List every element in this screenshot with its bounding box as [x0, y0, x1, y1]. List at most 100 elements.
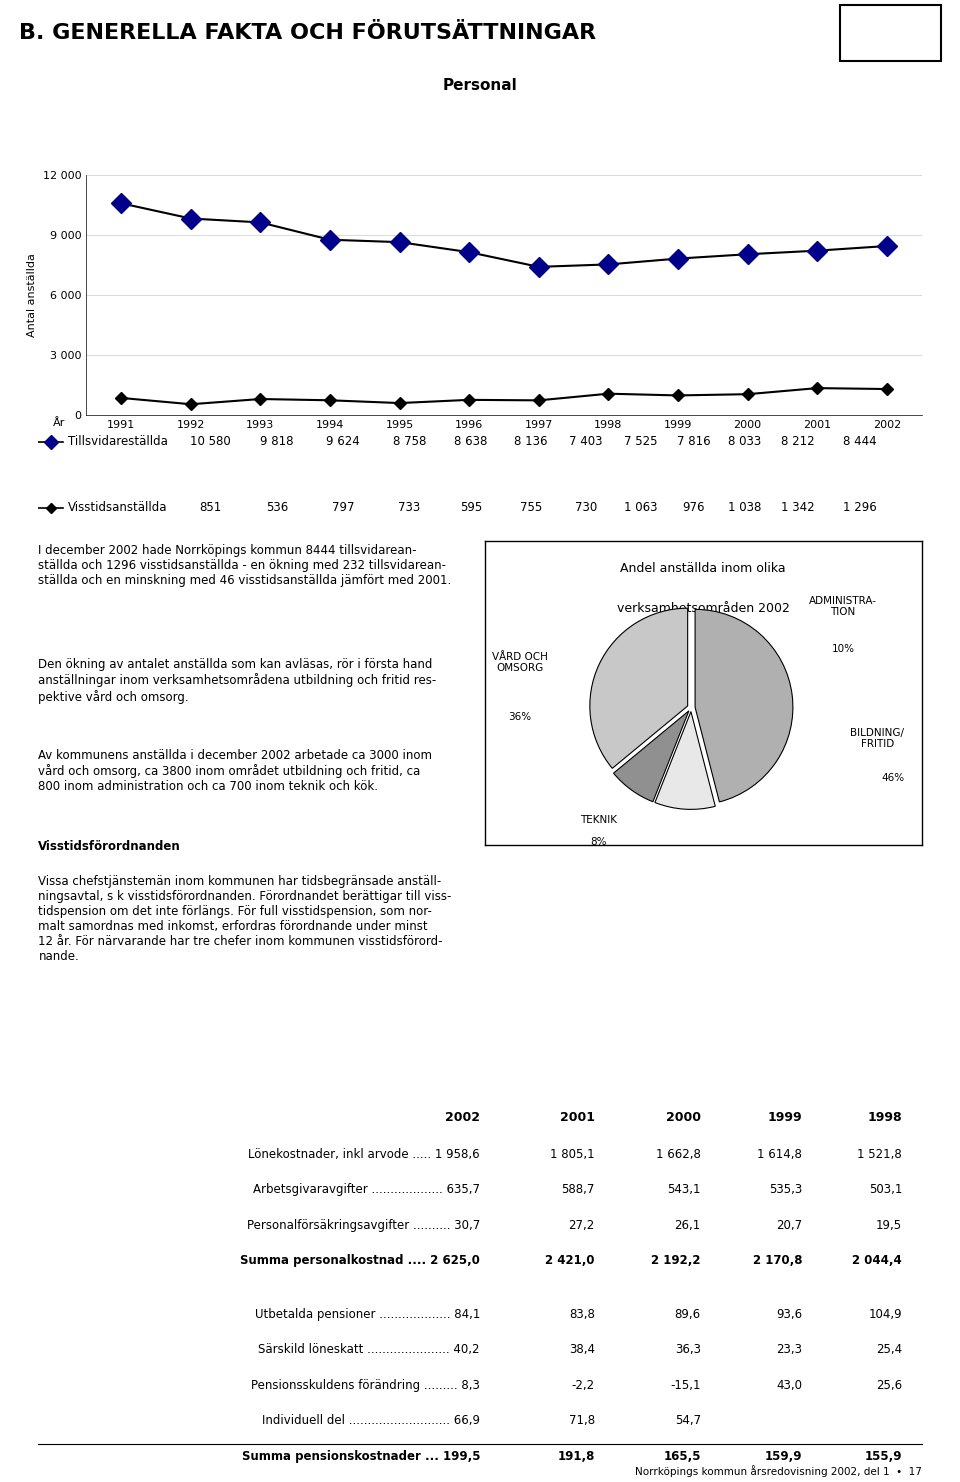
Text: 503,1: 503,1	[869, 1183, 902, 1196]
Text: Summa personalkostnad .... 2 625,0: Summa personalkostnad .... 2 625,0	[240, 1254, 480, 1267]
Text: 8 638: 8 638	[454, 436, 488, 448]
Text: 46%: 46%	[881, 774, 904, 782]
Text: 1 296: 1 296	[843, 501, 876, 514]
Text: 165,5: 165,5	[663, 1449, 701, 1463]
Text: 8%: 8%	[590, 837, 607, 846]
Text: 27,2: 27,2	[568, 1218, 595, 1232]
Text: Av kommunens anställda i december 2002 arbetade ca 3000 inom
vård och omsorg, ca: Av kommunens anställda i december 2002 a…	[38, 750, 432, 793]
Text: 2 044,4: 2 044,4	[852, 1254, 902, 1267]
Wedge shape	[613, 711, 689, 802]
Text: 7 403: 7 403	[569, 436, 603, 448]
Text: 2 170,8: 2 170,8	[753, 1254, 803, 1267]
Text: 976: 976	[683, 501, 705, 514]
Text: 93,6: 93,6	[777, 1307, 803, 1320]
Text: 730: 730	[575, 501, 597, 514]
Text: 1 805,1: 1 805,1	[550, 1149, 595, 1160]
Text: 543,1: 543,1	[667, 1183, 701, 1196]
Text: 23,3: 23,3	[777, 1343, 803, 1356]
Text: 8 033: 8 033	[729, 436, 761, 448]
Text: 1 614,8: 1 614,8	[757, 1149, 803, 1160]
Text: PERSONALKOSTNADER, MKR: PERSONALKOSTNADER, MKR	[357, 1073, 603, 1088]
Text: Särskild löneskatt ...................... 40,2: Särskild löneskatt .....................…	[258, 1343, 480, 1356]
Text: 536: 536	[266, 501, 288, 514]
Text: 1 662,8: 1 662,8	[656, 1149, 701, 1160]
Text: 83,8: 83,8	[569, 1307, 595, 1320]
Text: Lönekostnader, inkl arvode ..... 1 958,6: Lönekostnader, inkl arvode ..... 1 958,6	[249, 1149, 480, 1160]
Text: 8 212: 8 212	[781, 436, 815, 448]
Text: 89,6: 89,6	[675, 1307, 701, 1320]
Text: Vissa chefstjänstemän inom kommunen har tidsbegränsade anställ-
ningsavtal, s k : Vissa chefstjänstemän inom kommunen har …	[38, 876, 452, 963]
Text: 36,3: 36,3	[675, 1343, 701, 1356]
Text: Personalförsäkringsavgifter .......... 30,7: Personalförsäkringsavgifter .......... 3…	[247, 1218, 480, 1232]
Text: 851: 851	[200, 501, 222, 514]
Text: 1 038: 1 038	[729, 501, 761, 514]
Text: 155,9: 155,9	[865, 1449, 902, 1463]
Wedge shape	[695, 609, 793, 802]
Text: 20,7: 20,7	[777, 1218, 803, 1232]
Text: Visstidsförordnanden: Visstidsförordnanden	[38, 840, 181, 854]
Text: Pensionsskuldens förändring ......... 8,3: Pensionsskuldens förändring ......... 8,…	[252, 1378, 480, 1392]
Text: 25,6: 25,6	[876, 1378, 902, 1392]
Text: I december 2002 hade Norrköpings kommun 8444 tillsvidarean-
ställda och 1296 vis: I december 2002 hade Norrköpings kommun …	[38, 544, 451, 587]
Text: 36%: 36%	[508, 713, 531, 722]
Text: 1998: 1998	[868, 1110, 902, 1123]
Text: 7 816: 7 816	[677, 436, 710, 448]
Text: verksamhetsområden 2002: verksamhetsområden 2002	[616, 602, 790, 615]
Text: B. GENERELLA FAKTA OCH FÖRUTSÄTTNINGAR: B. GENERELLA FAKTA OCH FÖRUTSÄTTNINGAR	[19, 24, 596, 43]
Text: 71,8: 71,8	[568, 1414, 595, 1427]
Text: 25,4: 25,4	[876, 1343, 902, 1356]
Text: 38,4: 38,4	[569, 1343, 595, 1356]
Text: 1999: 1999	[768, 1110, 803, 1123]
Text: Personal: Personal	[443, 77, 517, 93]
Text: ADMINISTRA-
TION: ADMINISTRA- TION	[809, 596, 877, 617]
Text: 191,8: 191,8	[558, 1449, 595, 1463]
Text: 588,7: 588,7	[562, 1183, 595, 1196]
Text: 2001: 2001	[560, 1110, 595, 1123]
Text: BILDNING/
FRITID: BILDNING/ FRITID	[851, 728, 904, 750]
Text: 797: 797	[332, 501, 354, 514]
Text: 26,1: 26,1	[675, 1218, 701, 1232]
Text: 755: 755	[520, 501, 542, 514]
Text: 8 444: 8 444	[843, 436, 876, 448]
Text: -2,2: -2,2	[572, 1378, 595, 1392]
Text: 10%: 10%	[831, 645, 854, 654]
Text: 54,7: 54,7	[675, 1414, 701, 1427]
Text: 595: 595	[460, 501, 482, 514]
Wedge shape	[655, 711, 715, 809]
Text: 2000: 2000	[666, 1110, 701, 1123]
Text: 1 342: 1 342	[781, 501, 815, 514]
Text: 9 624: 9 624	[326, 436, 360, 448]
Text: 8 758: 8 758	[393, 436, 426, 448]
Text: Individuell del ........................... 66,9: Individuell del ........................…	[262, 1414, 480, 1427]
Text: 2 421,0: 2 421,0	[545, 1254, 595, 1267]
Text: Den ökning av antalet anställda som kan avläsas, rör i första hand
anställningar: Den ökning av antalet anställda som kan …	[38, 658, 437, 704]
Text: 43,0: 43,0	[777, 1378, 803, 1392]
Y-axis label: Antal anställda: Antal anställda	[27, 253, 37, 336]
Text: 733: 733	[398, 501, 420, 514]
Text: Tillsvidareställda: Tillsvidareställda	[67, 436, 167, 448]
Text: Utbetalda pensioner ................... 84,1: Utbetalda pensioner ................... …	[254, 1307, 480, 1320]
Text: 10 580: 10 580	[190, 436, 231, 448]
Text: 19,5: 19,5	[876, 1218, 902, 1232]
Text: -15,1: -15,1	[670, 1378, 701, 1392]
Text: Summa pensionskostnader ... 199,5: Summa pensionskostnader ... 199,5	[242, 1449, 480, 1463]
Text: Andel anställda inom olika: Andel anställda inom olika	[620, 562, 786, 575]
Text: 9 818: 9 818	[260, 436, 294, 448]
Text: TEKNIK: TEKNIK	[580, 815, 617, 825]
Text: 2002: 2002	[445, 1110, 480, 1123]
Text: Arbetsgivaravgifter ................... 635,7: Arbetsgivaravgifter ................... …	[253, 1183, 480, 1196]
Text: 8 136: 8 136	[515, 436, 548, 448]
Text: 2 192,2: 2 192,2	[651, 1254, 701, 1267]
Text: 7 525: 7 525	[624, 436, 658, 448]
Wedge shape	[589, 608, 687, 768]
Text: Visstidsanställda: Visstidsanställda	[67, 501, 167, 514]
Text: 159,9: 159,9	[765, 1449, 803, 1463]
Text: 535,3: 535,3	[769, 1183, 803, 1196]
Text: Norrköpings kommun årsredovisning 2002, del 1  •  17: Norrköpings kommun årsredovisning 2002, …	[635, 1464, 922, 1478]
Text: 1 521,8: 1 521,8	[857, 1149, 902, 1160]
FancyBboxPatch shape	[840, 6, 941, 61]
Text: VÅRD OCH
OMSORG: VÅRD OCH OMSORG	[492, 652, 548, 673]
Text: 104,9: 104,9	[869, 1307, 902, 1320]
Text: ANTAL  ANSTÄLLDA: ANTAL ANSTÄLLDA	[389, 127, 571, 145]
Text: 1 063: 1 063	[624, 501, 658, 514]
